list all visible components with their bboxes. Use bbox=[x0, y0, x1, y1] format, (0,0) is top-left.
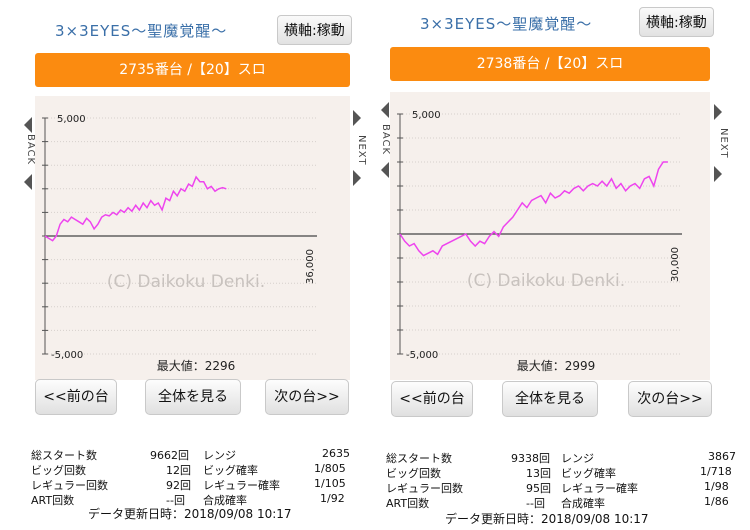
next-arrow-bottom-icon[interactable] bbox=[714, 166, 722, 182]
x-max-label: 30,000 bbox=[670, 247, 681, 282]
stat-reg-rate-value: 1/98 bbox=[704, 480, 729, 493]
chart-area: 5,000 -5,000 36,000 (C) Daikoku Denki. 最大値：2… bbox=[35, 96, 350, 380]
data-line bbox=[44, 175, 227, 242]
next-arrow-top-icon[interactable] bbox=[353, 110, 361, 126]
view-all-button[interactable]: 全体を見る bbox=[502, 381, 598, 417]
update-timestamp: データ更新日時：2018/09/08 10:17 bbox=[88, 507, 292, 521]
stat-total-rate-label: 合成確率 bbox=[561, 497, 605, 510]
watermark: (C) Daikoku Denki. bbox=[467, 271, 625, 291]
next-machine-button[interactable]: 次の台>> bbox=[265, 379, 349, 415]
update-timestamp: データ更新日時：2018/09/08 10:17 bbox=[445, 512, 649, 526]
back-arrow-bottom-icon[interactable] bbox=[381, 162, 389, 178]
axis-toggle-button[interactable]: 横軸:稼動 bbox=[639, 7, 714, 37]
stat-reg-value: 92回 bbox=[166, 479, 191, 492]
stat-reg-label: レギュラー回数 bbox=[386, 482, 463, 495]
stat-big-rate-value: 1/805 bbox=[314, 462, 346, 475]
stat-range-value: 2635 bbox=[322, 447, 350, 460]
back-arrow-top-icon[interactable] bbox=[24, 117, 32, 133]
stat-big-rate-label: ビッグ確率 bbox=[561, 467, 616, 480]
data-line bbox=[399, 161, 668, 257]
stat-art-label: ART回数 bbox=[386, 497, 430, 510]
next-label[interactable]: NEXT bbox=[356, 135, 367, 166]
machine-label-bar: 2738番台 /【20】スロ bbox=[390, 47, 710, 81]
stat-total-rate-value: 1/86 bbox=[704, 495, 729, 508]
machine-label-bar: 2735番台 /【20】スロ bbox=[35, 53, 350, 87]
stat-total-start-value: 9662回 bbox=[150, 449, 189, 462]
stat-total-start-label: 総スタート数 bbox=[31, 449, 97, 462]
stat-big-label: ビッグ回数 bbox=[386, 467, 441, 480]
stat-range-label: レンジ bbox=[203, 449, 236, 462]
max-value-label: 最大値：2999 bbox=[517, 358, 596, 373]
chart-area: 5,000 -5,000 30,000 (C) Daikoku Denki. 最大値：2… bbox=[390, 92, 710, 380]
stat-total-rate-value: 1/92 bbox=[320, 492, 345, 505]
stat-range-label: レンジ bbox=[561, 452, 594, 465]
stat-big-rate-value: 1/718 bbox=[700, 465, 732, 478]
stat-art-value: --回 bbox=[526, 497, 545, 510]
stat-reg-value: 95回 bbox=[526, 482, 551, 495]
stat-range-value: 3867 bbox=[708, 450, 736, 463]
x-max-label: 36,000 bbox=[305, 249, 316, 284]
y-tick-label-top: 5,000 bbox=[412, 110, 441, 121]
machine-title: 3×3EYES～聖魔覚醒～ bbox=[420, 15, 593, 33]
next-label[interactable]: NEXT bbox=[718, 128, 729, 159]
stat-art-value: --回 bbox=[166, 494, 185, 507]
y-tick-label-bottom: -5,000 bbox=[51, 350, 83, 361]
y-tick-label-top: 5,000 bbox=[57, 114, 86, 125]
watermark: (C) Daikoku Denki. bbox=[107, 272, 265, 292]
graph-chart: 5,000 -5,000 36,000 (C) Daikoku Denki. 最大値：2… bbox=[42, 114, 317, 373]
axis-toggle-button[interactable]: 横軸:稼動 bbox=[277, 15, 352, 45]
back-arrow-top-icon[interactable] bbox=[381, 102, 389, 118]
view-all-button[interactable]: 全体を見る bbox=[145, 379, 241, 415]
stat-reg-rate-value: 1/105 bbox=[314, 477, 346, 490]
stat-big-label: ビッグ回数 bbox=[31, 464, 86, 477]
y-tick-label-bottom: -5,000 bbox=[406, 350, 438, 361]
stat-art-label: ART回数 bbox=[31, 494, 75, 507]
graph-chart: 5,000 -5,000 30,000 (C) Daikoku Denki. 最大値：2… bbox=[397, 110, 682, 373]
max-value-label: 最大値：2296 bbox=[157, 358, 236, 373]
next-arrow-top-icon[interactable] bbox=[714, 104, 722, 120]
machine-title: 3×3EYES～聖魔覚醒～ bbox=[55, 22, 228, 40]
prev-machine-button[interactable]: <<前の台 bbox=[35, 379, 117, 415]
stat-big-value: 13回 bbox=[526, 467, 551, 480]
stat-big-rate-label: ビッグ確率 bbox=[203, 464, 258, 477]
back-label[interactable]: BACK bbox=[380, 124, 391, 156]
stat-big-value: 12回 bbox=[166, 464, 191, 477]
back-label[interactable]: BACK bbox=[25, 134, 36, 166]
back-arrow-bottom-icon[interactable] bbox=[24, 174, 32, 190]
stat-reg-rate-label: レギュラー確率 bbox=[203, 479, 280, 492]
next-arrow-bottom-icon[interactable] bbox=[353, 170, 361, 186]
stat-reg-rate-label: レギュラー確率 bbox=[561, 482, 638, 495]
slot-panel-left: 3×3EYES～聖魔覚醒～ 横軸:稼動 2735番台 /【20】スロ 5,000… bbox=[24, 15, 367, 521]
slot-panel-right: 3×3EYES～聖魔覚醒～ 横軸:稼動 2738番台 /【20】スロ 5,000… bbox=[375, 0, 750, 530]
prev-machine-button[interactable]: <<前の台 bbox=[391, 381, 473, 417]
stat-reg-label: レギュラー回数 bbox=[31, 479, 108, 492]
next-machine-button[interactable]: 次の台>> bbox=[628, 381, 712, 417]
stat-total-start-label: 総スタート数 bbox=[386, 452, 452, 465]
stat-total-rate-label: 合成確率 bbox=[203, 494, 247, 507]
stat-total-start-value: 9338回 bbox=[511, 452, 550, 465]
